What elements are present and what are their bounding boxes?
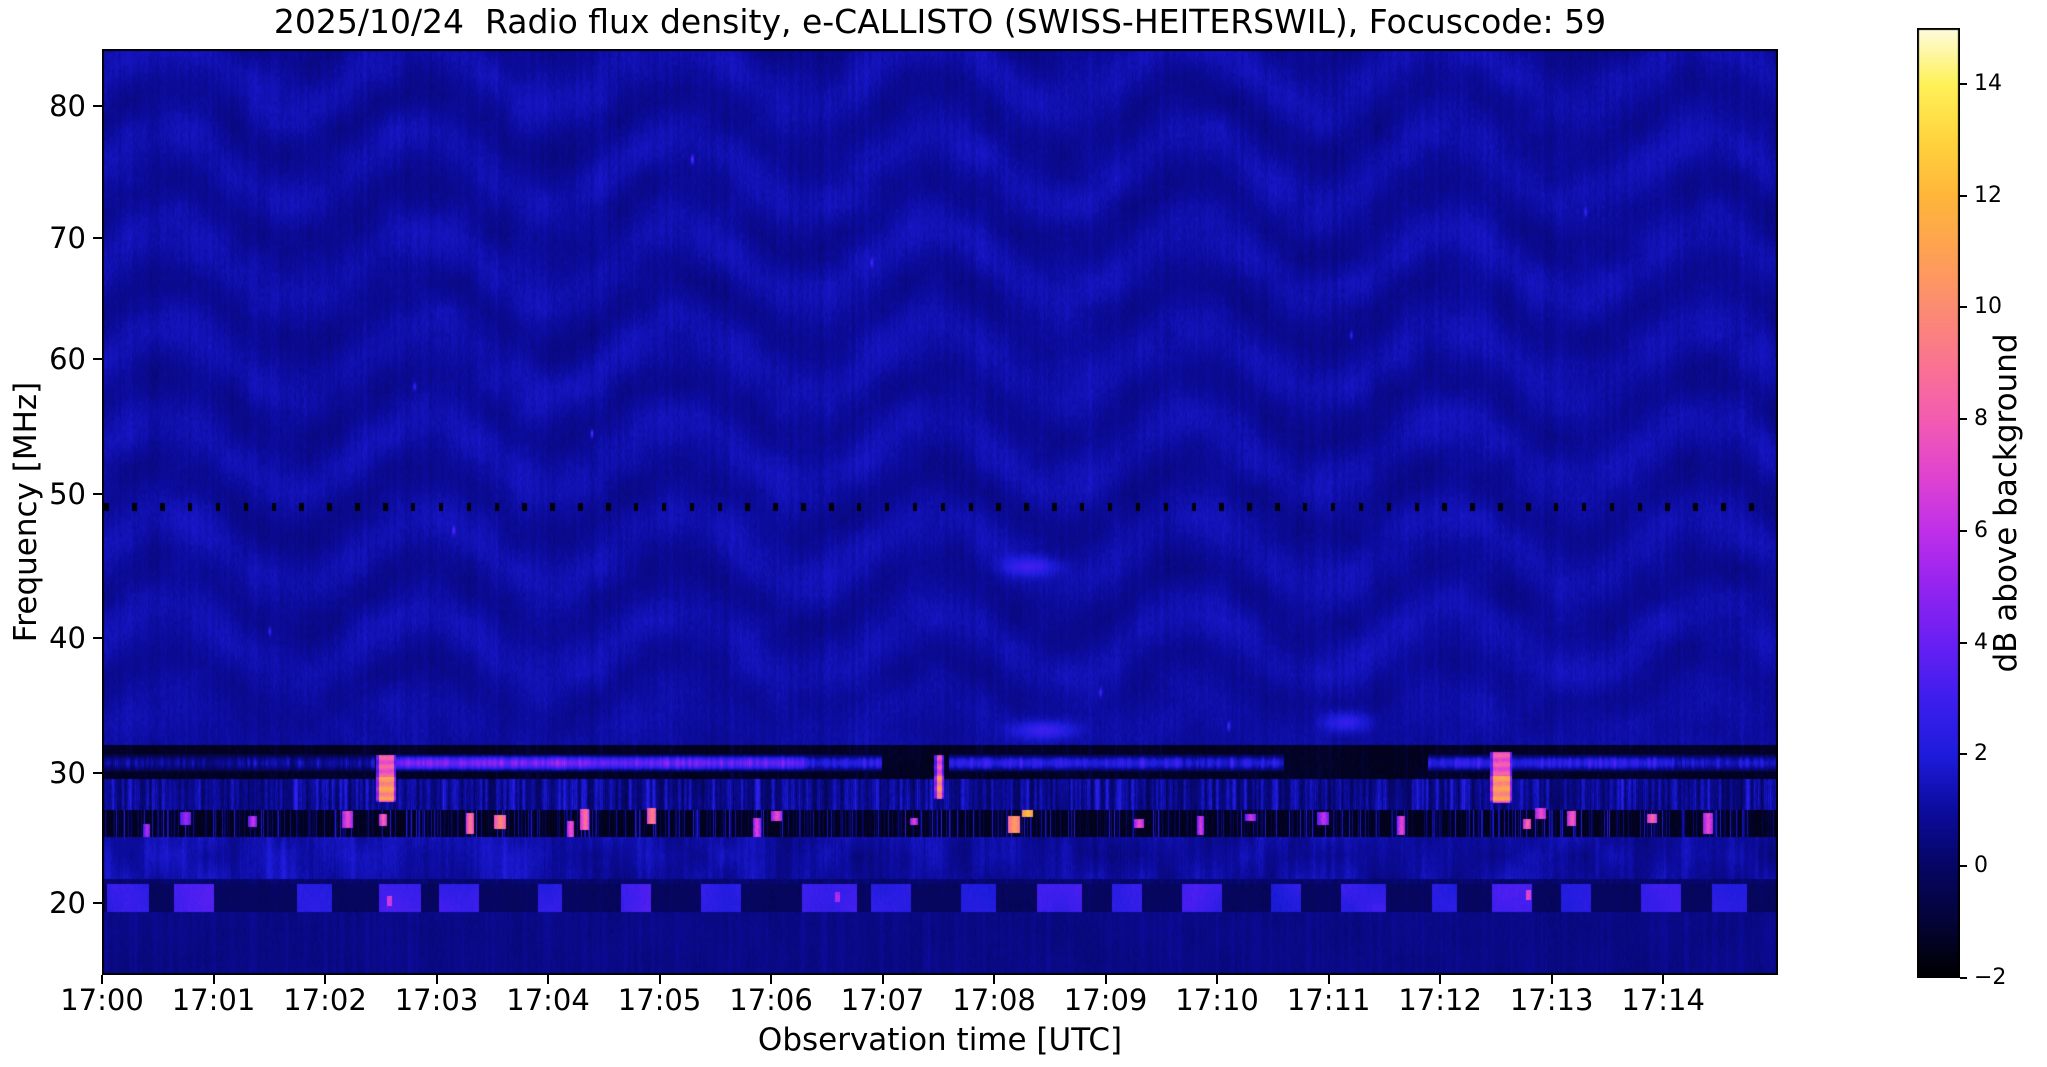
x-tick-mark: [1104, 975, 1107, 984]
x-tick-mark: [1550, 975, 1553, 984]
x-tick-label: 17:12: [1398, 983, 1482, 1017]
x-tick-label: 17:09: [1063, 983, 1148, 1017]
x-tick-mark: [1327, 975, 1330, 984]
x-tick-mark: [770, 975, 773, 984]
x-tick-label: 17:00: [60, 983, 144, 1017]
y-tick-mark: [93, 237, 102, 239]
x-tick-mark: [435, 975, 438, 984]
colorbar-tick-mark: [1960, 865, 1967, 868]
x-tick-mark: [1216, 975, 1219, 984]
y-tick-mark: [93, 493, 102, 495]
x-tick-mark: [1439, 975, 1442, 984]
x-tick-label: 17:05: [617, 983, 702, 1017]
x-tick-mark: [881, 975, 884, 984]
colorbar-tick-mark: [1960, 82, 1967, 85]
y-tick-label: 80: [49, 89, 86, 123]
y-tick-mark: [93, 772, 102, 774]
colorbar-tick-label: 12: [1974, 182, 2002, 208]
x-tick-label: 17:07: [840, 983, 925, 1017]
y-tick-mark: [93, 358, 102, 360]
spectrogram-canvas: [102, 49, 1778, 975]
x-tick-label: 17:04: [506, 983, 590, 1017]
x-tick-mark: [658, 975, 661, 984]
x-tick-label: 17:10: [1175, 983, 1259, 1017]
colorbar-tick-mark: [1960, 306, 1967, 309]
x-tick-label: 17:14: [1621, 983, 1705, 1017]
colorbar-tick-label: 10: [1974, 294, 2002, 320]
y-tick-mark: [93, 902, 102, 904]
y-axis-label: Frequency [MHz]: [8, 381, 44, 643]
colorbar-tick-mark: [1960, 529, 1967, 532]
colorbar-label: dB above background: [1988, 333, 2024, 673]
y-tick-label: 20: [49, 886, 86, 920]
y-tick-label: 60: [49, 342, 86, 376]
x-tick-mark: [993, 975, 996, 984]
x-tick-label: 17:02: [283, 983, 367, 1017]
colorbar-tick-label: −2: [1974, 965, 2007, 990]
colorbar-tick-label: 0: [1974, 853, 1988, 879]
colorbar-tick-label: 4: [1974, 629, 1988, 655]
x-tick-mark: [1662, 975, 1665, 984]
y-tick-label: 30: [49, 756, 86, 790]
colorbar-canvas: [1917, 28, 1960, 978]
colorbar-tick-label: 6: [1974, 517, 1988, 543]
x-tick-mark: [212, 975, 215, 984]
x-tick-label: 17:13: [1509, 983, 1594, 1017]
chart-title: 2025/10/24 Radio flux density, e-CALLIST…: [273, 2, 1607, 41]
x-tick-label: 17:01: [171, 983, 256, 1017]
colorbar-tick-mark: [1960, 977, 1967, 979]
colorbar-tick-mark: [1960, 753, 1967, 756]
y-tick-label: 50: [49, 477, 86, 511]
colorbar-tick-mark: [1960, 194, 1967, 197]
colorbar-tick-label: 2: [1974, 741, 1988, 767]
colorbar-tick-mark: [1960, 418, 1967, 421]
x-tick-label: 17:11: [1286, 983, 1371, 1017]
y-tick-mark: [93, 637, 102, 639]
y-tick-mark: [93, 105, 102, 107]
x-tick-mark: [101, 975, 103, 984]
x-tick-label: 17:06: [729, 983, 813, 1017]
x-tick-mark: [547, 975, 550, 984]
x-tick-mark: [324, 975, 327, 984]
colorbar-tick-mark: [1960, 641, 1967, 644]
x-tick-label: 17:03: [394, 983, 479, 1017]
y-tick-label: 40: [49, 621, 86, 655]
y-tick-label: 70: [49, 221, 86, 255]
colorbar-tick-label: 8: [1974, 406, 1988, 432]
colorbar-tick-label: 14: [1974, 70, 2002, 96]
x-tick-label: 17:08: [952, 983, 1036, 1017]
x-axis-label: Observation time [UTC]: [757, 1022, 1123, 1058]
